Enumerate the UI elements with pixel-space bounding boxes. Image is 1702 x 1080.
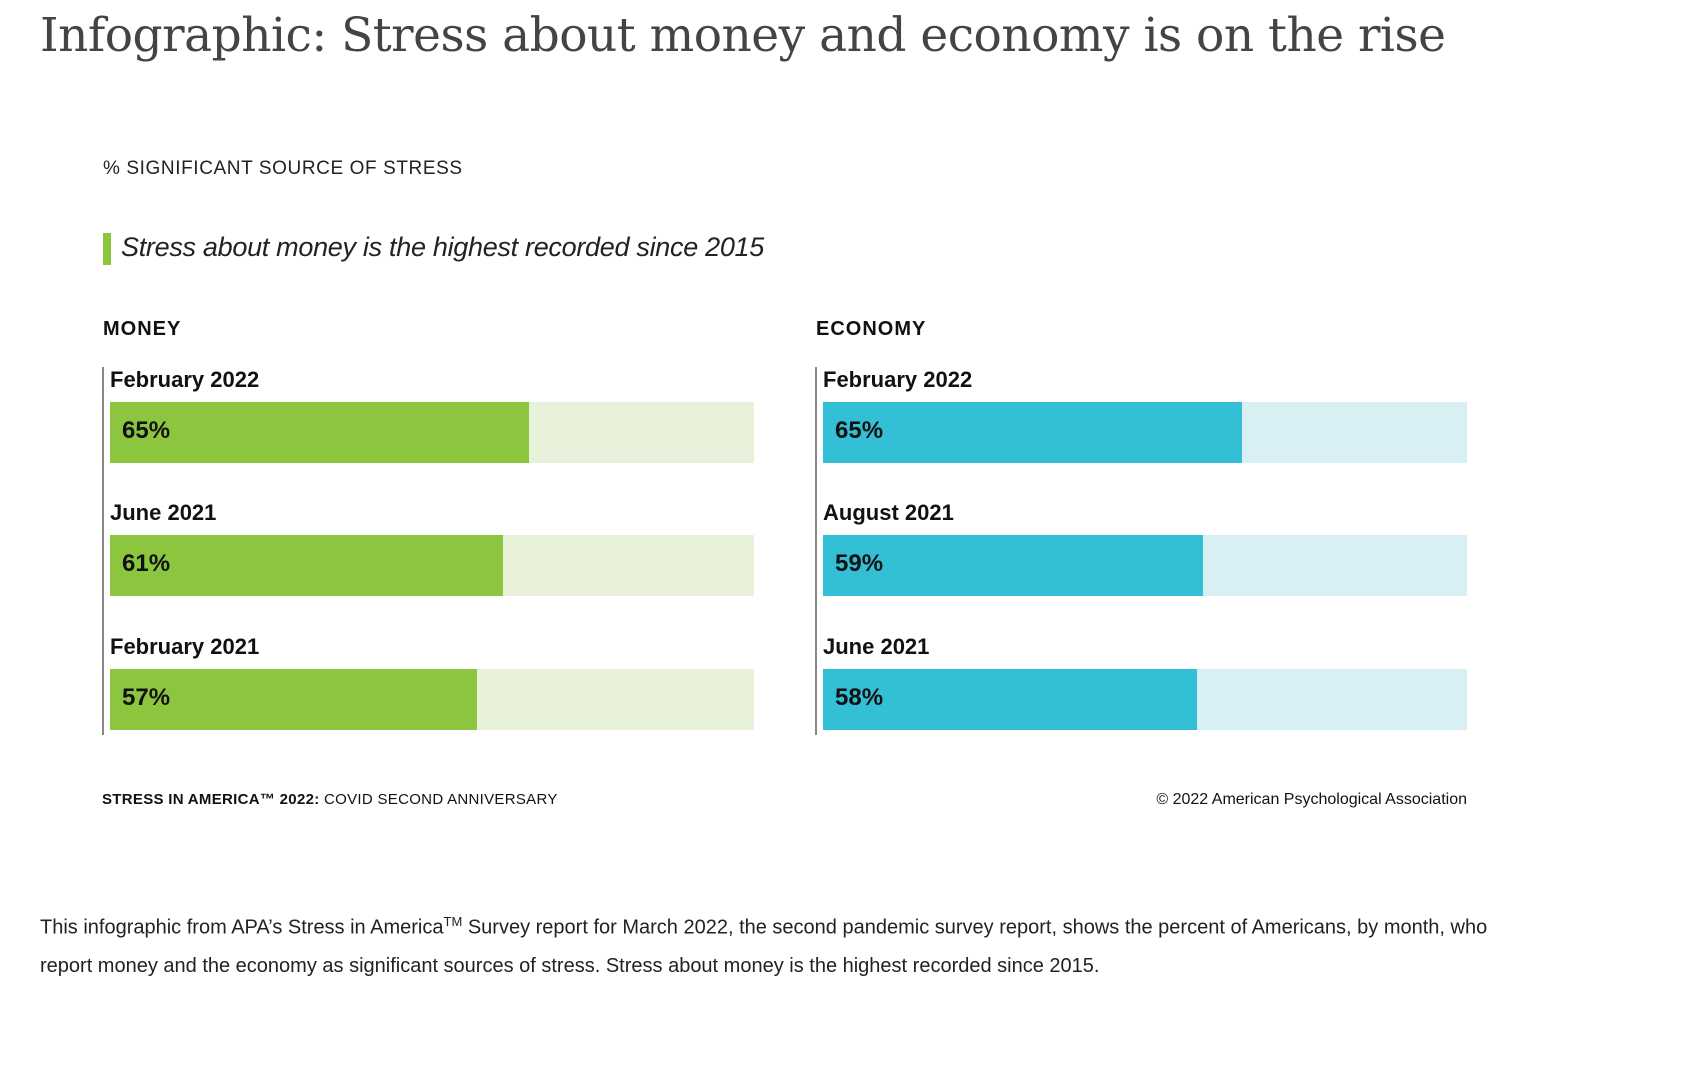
- source-bold: STRESS IN AMERICA™ 2022:: [102, 791, 320, 808]
- category-label: February 2022: [823, 367, 973, 392]
- page-title: Infographic: Stress about money and econ…: [40, 8, 1446, 63]
- callout-accent-bar: [103, 233, 111, 265]
- bar: [823, 402, 1242, 463]
- source-note: STRESS IN AMERICA™ 2022: COVID SECOND AN…: [102, 791, 558, 808]
- chart-subtitle: % SIGNIFICANT SOURCE OF STRESS: [103, 158, 463, 179]
- bar-track: 65%: [823, 402, 1467, 463]
- bar-track: 61%: [110, 535, 754, 596]
- bar-track: 59%: [823, 535, 1467, 596]
- caption: This infographic from APA’s Stress in Am…: [40, 903, 1520, 985]
- category-label: June 2021: [823, 634, 930, 659]
- caption-part1: This infographic from APA’s Stress in Am…: [40, 916, 444, 939]
- category-label: August 2021: [823, 500, 954, 525]
- data-label: 59%: [835, 550, 884, 577]
- data-label: 65%: [122, 417, 171, 444]
- axis-line: [102, 367, 104, 735]
- data-label: 58%: [835, 684, 884, 711]
- data-label: 57%: [122, 684, 171, 711]
- category-label: February 2021: [110, 634, 260, 659]
- category-label: June 2021: [110, 500, 217, 525]
- axis-line: [815, 367, 817, 735]
- bar: [823, 669, 1197, 730]
- bar-track: 65%: [110, 402, 754, 463]
- data-label: 61%: [122, 550, 171, 577]
- chart-callout: Stress about money is the highest record…: [121, 232, 764, 262]
- bar-track: 58%: [823, 669, 1467, 730]
- bar: [110, 535, 503, 596]
- trademark-sup: TM: [443, 914, 463, 929]
- bar: [823, 535, 1203, 596]
- bar-track: 57%: [110, 669, 754, 730]
- panel-title-money: MONEY: [103, 318, 182, 340]
- category-label: February 2022: [110, 367, 260, 392]
- bar: [110, 402, 529, 463]
- data-label: 65%: [835, 417, 884, 444]
- bar: [110, 669, 478, 730]
- copyright: © 2022 American Psychological Associatio…: [1156, 791, 1467, 808]
- source-rest: COVID SECOND ANNIVERSARY: [319, 791, 558, 808]
- caption-part2: Survey report for March 2022, the second…: [40, 916, 1488, 977]
- panel-title-economy: ECONOMY: [816, 318, 927, 340]
